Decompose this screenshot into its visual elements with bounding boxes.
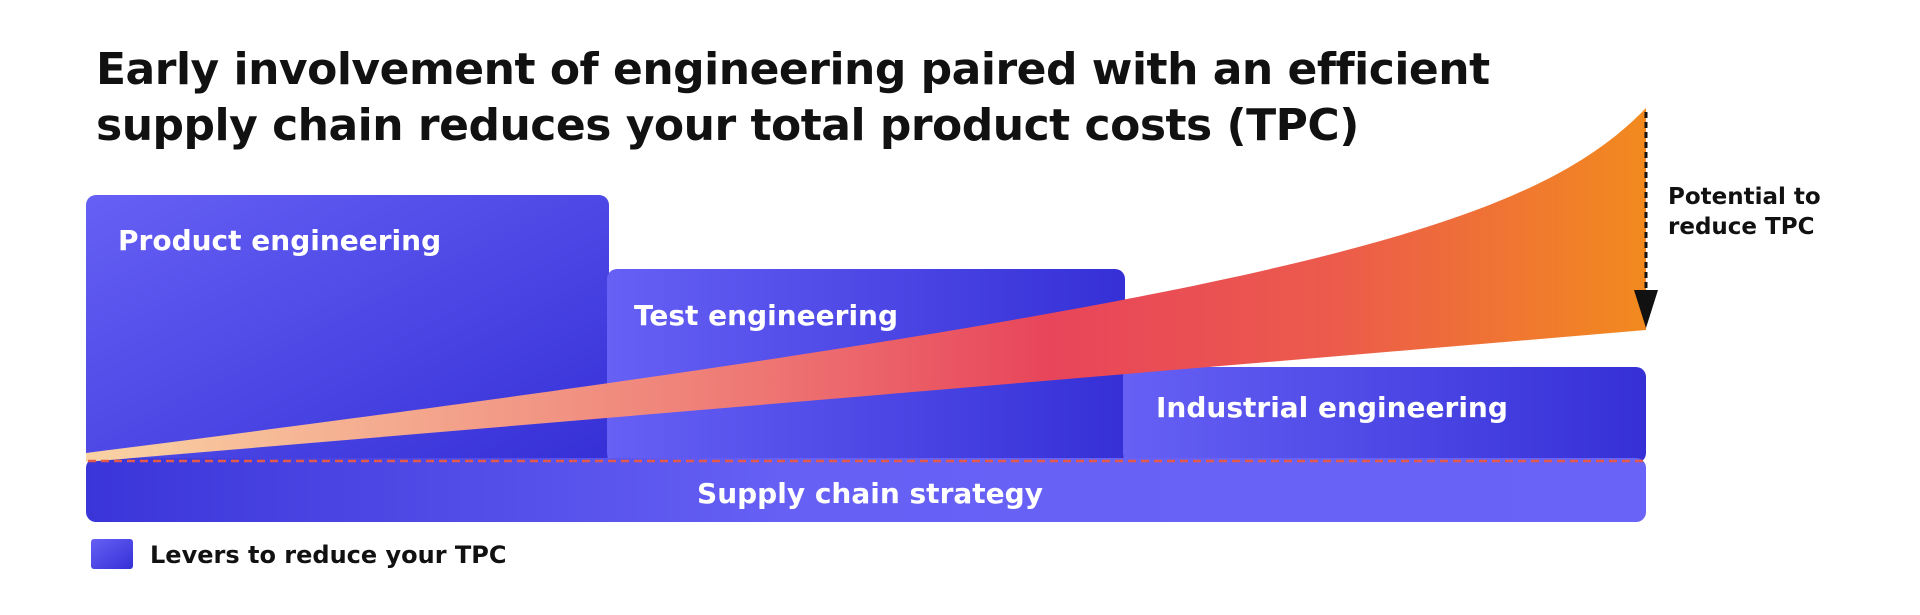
tpc-potential-wedge (86, 108, 1646, 462)
reduction-arrow (1634, 112, 1658, 328)
legend-label: Levers to reduce your TPC (150, 541, 507, 569)
product-engineering-block: Product engineering (86, 195, 609, 463)
title-line-1: Early involvement of engineering paired … (96, 44, 1490, 95)
test-engineering-label: Test engineering (634, 299, 898, 332)
product-engineering-label: Product engineering (118, 224, 441, 257)
industrial-engineering-block: Industrial engineering (1123, 367, 1646, 463)
supply-chain-strategy-bar: Supply chain strategy (86, 458, 1646, 522)
title-line-2: supply chain reduces your total product … (96, 100, 1359, 151)
legend: Levers to reduce your TPC (91, 539, 507, 569)
arrow-head-icon (1634, 290, 1658, 328)
page-title: Early involvement of engineering paired … (96, 42, 1490, 154)
legend-swatch (91, 539, 133, 569)
supply-chain-strategy-label: Supply chain strategy (697, 477, 1043, 510)
annotation-line-2: reduce TPC (1668, 214, 1814, 240)
industrial-engineering-label: Industrial engineering (1156, 391, 1508, 424)
annotation-line-1: Potential to (1668, 184, 1821, 210)
